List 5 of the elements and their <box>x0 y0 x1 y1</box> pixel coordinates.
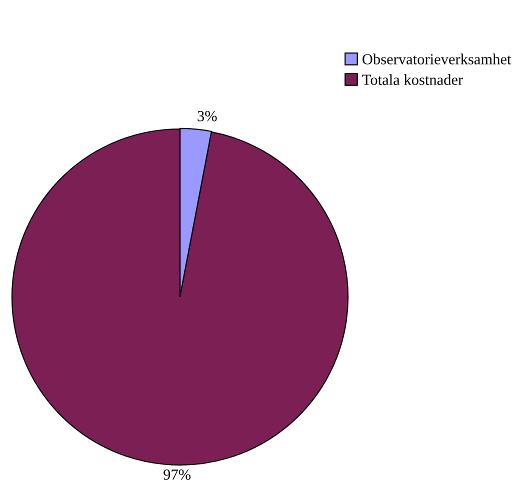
pie-slice <box>11 128 349 466</box>
data-label: 97% <box>164 469 191 480</box>
legend-label: Observatorieverksamhet <box>362 54 512 64</box>
legend-label: Totala kostnader <box>362 74 463 85</box>
data-label: 3% <box>198 110 217 122</box>
